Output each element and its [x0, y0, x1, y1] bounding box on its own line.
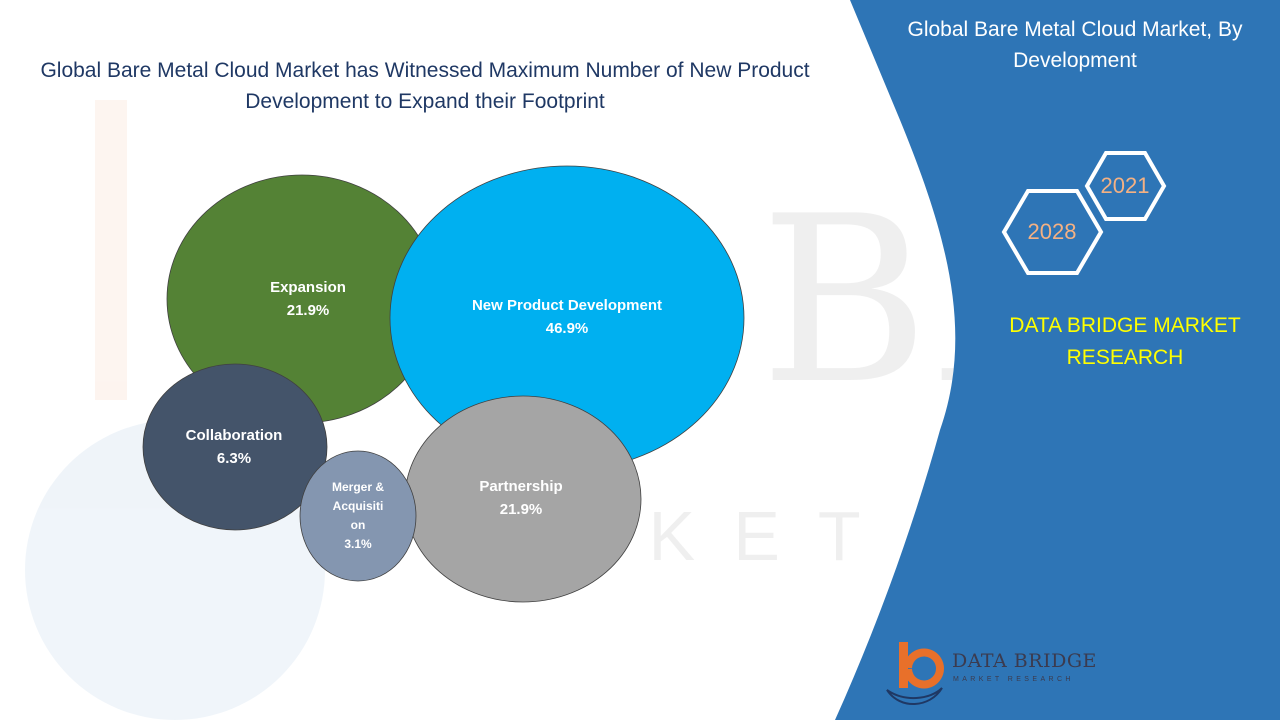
bubble-chart: [142, 165, 745, 603]
sidebar-panel: [835, 0, 1280, 720]
sidebar-title: Global Bare Metal Cloud Market, By Devel…: [907, 18, 1243, 72]
bubble-name: Collaboration: [185, 427, 283, 444]
bubble-name: Merger & Acquisiti on: [331, 480, 384, 532]
bubble-value: 6.3%: [216, 450, 252, 467]
bubble-value: 21.9%: [499, 501, 543, 518]
bubble-name: New Product Development: [471, 297, 663, 314]
bubble-label-collaboration: Collaboration 6.3%: [186, 424, 283, 470]
year-2021-label: 2021: [1100, 173, 1150, 198]
bubble-value: 46.9%: [545, 320, 589, 337]
bubble-label-partnership: Partnership 21.9%: [479, 475, 562, 521]
year-2028-label: 2028: [1027, 219, 1077, 244]
logo-tagline: MARKET RESEARCH: [953, 676, 1074, 683]
bubble-merger-acquisition: [299, 450, 417, 582]
data-bridge-logo-icon: [886, 642, 944, 705]
bubble-name: Expansion: [270, 279, 346, 296]
page-title: Global Bare Metal Cloud Market has Witne…: [40, 59, 810, 113]
hexagon-front: [1001, 189, 1104, 275]
bubble-label-new-product-development: New Product Development 46.9%: [472, 294, 662, 340]
bubble-value: 3.1%: [344, 537, 372, 551]
brand-text: DATA BRIDGE MARKET RESEARCH: [1009, 314, 1241, 369]
bubble-collaboration: [142, 363, 328, 531]
hexagon-back: [1084, 151, 1167, 221]
bubble-label-expansion: Expansion 21.9%: [270, 276, 346, 322]
bubble-label-merger-acquisition: Merger & Acquisiti on 3.1%: [318, 478, 398, 554]
bubble-value: 21.9%: [286, 302, 330, 319]
logo-name: DATA BRIDGE: [952, 650, 1097, 672]
bubble-name: Partnership: [479, 478, 563, 495]
